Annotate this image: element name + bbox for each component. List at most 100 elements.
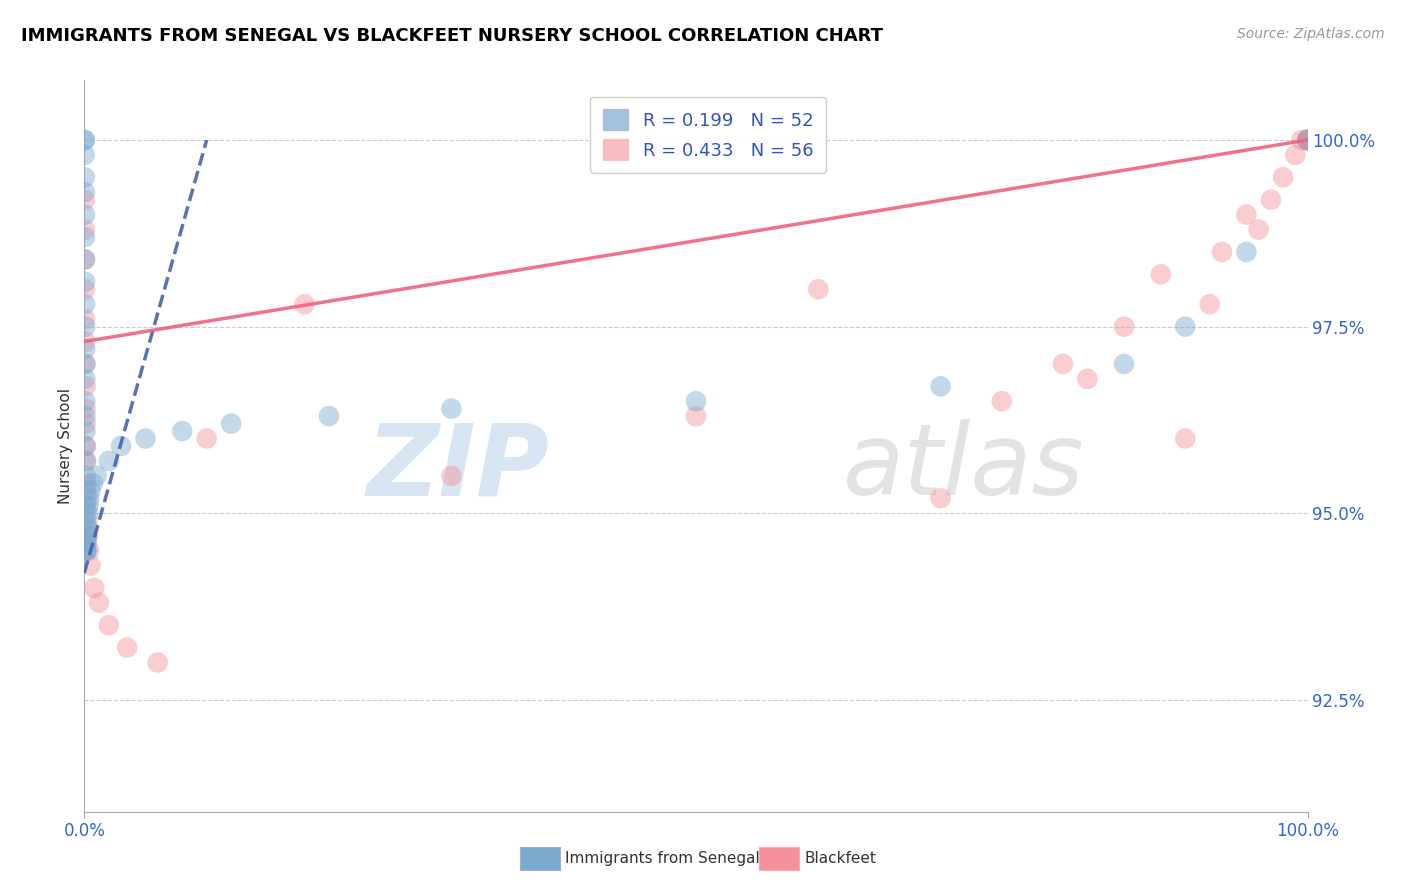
Point [75, 543, 97, 558]
Point [79, 558, 101, 573]
Legend: R = 0.199   N = 52, R = 0.433   N = 56: R = 0.199 N = 52, R = 0.433 N = 56 [591, 96, 825, 173]
Point [1296, 133, 1319, 147]
Point [73, 252, 96, 267]
Point [1296, 133, 1319, 147]
Point [75, 483, 97, 498]
Point [75, 499, 97, 513]
Point [75, 372, 97, 386]
Point [1150, 268, 1173, 282]
Point [685, 409, 707, 424]
Point [929, 491, 952, 506]
Point [75, 357, 97, 371]
Point [77, 506, 100, 520]
Point [1291, 133, 1313, 147]
Point [75, 424, 97, 438]
Point [75, 528, 97, 542]
Point [1296, 133, 1319, 147]
Point [76, 491, 98, 506]
Point [77, 499, 100, 513]
Point [110, 439, 132, 453]
Point [440, 401, 463, 416]
Point [318, 409, 340, 424]
Point [1296, 133, 1319, 147]
Point [195, 432, 218, 446]
Point [76, 528, 98, 542]
Point [73, 148, 96, 162]
Point [1296, 133, 1319, 147]
Point [685, 394, 707, 409]
Text: atlas: atlas [842, 419, 1084, 516]
Point [75, 379, 97, 393]
Point [75, 543, 97, 558]
Point [294, 297, 316, 311]
Point [77, 528, 100, 542]
Point [73, 133, 96, 147]
Point [1052, 357, 1074, 371]
Point [97, 618, 120, 632]
Point [75, 319, 97, 334]
Y-axis label: Nursery School: Nursery School [58, 388, 73, 504]
Point [73, 208, 96, 222]
Point [75, 454, 97, 468]
Point [75, 454, 97, 468]
Point [1076, 372, 1098, 386]
Point [75, 439, 97, 453]
Point [75, 417, 97, 431]
Point [73, 230, 96, 244]
Point [76, 536, 98, 550]
Point [75, 468, 97, 483]
Point [75, 521, 97, 535]
Point [1260, 193, 1282, 207]
Point [991, 394, 1014, 409]
Point [75, 536, 97, 550]
Point [1114, 357, 1136, 371]
Point [1236, 244, 1258, 259]
Point [135, 432, 157, 446]
Point [1296, 133, 1319, 147]
Point [75, 401, 97, 416]
Point [79, 483, 101, 498]
Point [1236, 208, 1258, 222]
Text: Immigrants from Senegal: Immigrants from Senegal [565, 852, 761, 866]
Point [929, 379, 952, 393]
Point [172, 424, 194, 438]
Point [1174, 432, 1197, 446]
Point [75, 297, 97, 311]
Point [87, 596, 110, 610]
Point [807, 282, 830, 296]
Point [76, 514, 98, 528]
Point [73, 222, 96, 236]
Point [77, 491, 100, 506]
Point [1296, 133, 1319, 147]
Text: ZIP: ZIP [366, 419, 550, 516]
Point [75, 312, 97, 326]
Point [75, 334, 97, 349]
Point [73, 252, 96, 267]
Point [1296, 133, 1319, 147]
Point [75, 275, 97, 289]
Point [73, 186, 96, 200]
Point [75, 476, 97, 491]
Text: Blackfeet: Blackfeet [804, 852, 876, 866]
Text: Source: ZipAtlas.com: Source: ZipAtlas.com [1237, 27, 1385, 41]
Point [77, 543, 100, 558]
Point [75, 282, 97, 296]
Point [1284, 148, 1306, 162]
Point [1211, 244, 1233, 259]
Point [75, 409, 97, 424]
Point [76, 543, 98, 558]
Point [1272, 170, 1295, 185]
Point [75, 514, 97, 528]
Point [1296, 133, 1319, 147]
Point [75, 394, 97, 409]
Point [1296, 133, 1319, 147]
Point [75, 506, 97, 520]
Point [1296, 133, 1319, 147]
Point [1247, 222, 1270, 236]
Point [73, 193, 96, 207]
Point [1198, 297, 1220, 311]
Point [75, 342, 97, 356]
Point [75, 357, 97, 371]
Point [1114, 319, 1136, 334]
Point [83, 581, 105, 595]
